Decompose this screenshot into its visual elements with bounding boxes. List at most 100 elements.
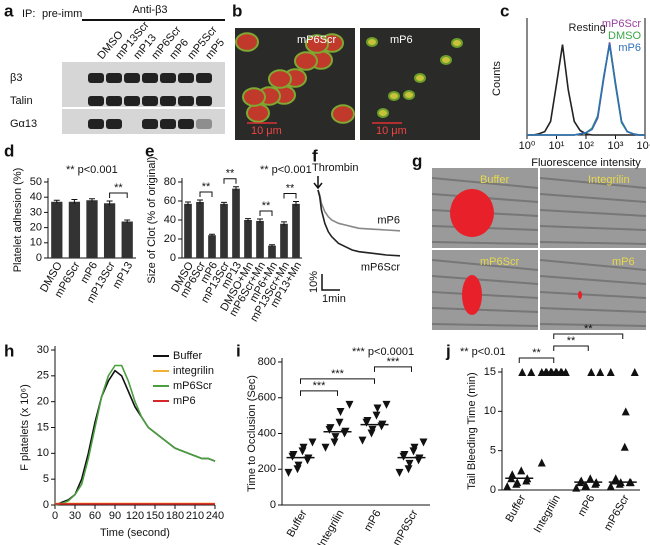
error-bar — [185, 201, 191, 206]
y-tick-label: 10 — [37, 447, 49, 459]
cell — [451, 38, 463, 48]
bar — [68, 201, 81, 258]
band — [88, 96, 104, 106]
data-point — [606, 368, 615, 376]
bar — [256, 220, 264, 258]
significance-bracket — [300, 390, 338, 396]
series-label: mP6Scr — [361, 262, 400, 274]
cell — [440, 55, 452, 65]
y-tick-label: 60 — [164, 195, 176, 207]
vessel-texture — [431, 275, 539, 285]
series-line — [527, 44, 645, 136]
vessel-texture — [431, 323, 539, 327]
band — [106, 73, 122, 83]
panel-letter: g — [412, 151, 422, 170]
ip-label: IP: — [22, 8, 35, 20]
panel-letter: c — [500, 1, 509, 20]
cell — [294, 51, 318, 71]
series-line — [527, 42, 645, 136]
panel-letter: b — [232, 1, 242, 20]
data-point — [410, 443, 419, 452]
x-tick-label: 10⁴ — [637, 140, 650, 152]
annotation: ** p<0.001 — [260, 164, 312, 176]
annotation: Thrombin — [312, 162, 358, 174]
band — [178, 73, 194, 83]
significance-label: ** — [532, 347, 541, 359]
micrograph — [540, 250, 646, 330]
band — [106, 119, 122, 129]
y-axis-label: Platelet adhesion (%) — [12, 168, 24, 273]
cell — [242, 87, 266, 107]
y-tick-label: 15 — [37, 421, 49, 433]
y-axis-label: Time to Occlusion (Sec) — [246, 375, 258, 492]
data-point — [620, 442, 629, 451]
cell — [305, 34, 329, 54]
band — [124, 96, 140, 106]
vessel-texture — [431, 259, 539, 271]
data-point — [415, 454, 424, 463]
thrombus — [578, 291, 582, 299]
x-tick-label: 60 — [89, 510, 101, 522]
y-tick-label: 20 — [30, 222, 42, 234]
error-bar — [257, 218, 263, 223]
data-point — [577, 476, 586, 485]
bar — [121, 221, 133, 258]
x-axis-label: Fluorescence intensity — [531, 157, 641, 169]
y-tick-label: 10 — [30, 237, 42, 249]
panel-letter: a — [4, 1, 14, 20]
significance-bracket — [283, 192, 297, 199]
band — [196, 96, 212, 106]
significance-label: ** — [226, 168, 235, 180]
arrow — [313, 176, 323, 190]
image-label: mP6Scr — [297, 34, 336, 46]
x-tick-label: Buffer — [503, 493, 528, 525]
x-tick-label: 240 — [206, 510, 224, 522]
y-tick-label: 0 — [36, 252, 42, 264]
y-tick-label: 20 — [164, 233, 176, 245]
significance-bracket — [223, 178, 237, 184]
significance-bracket — [300, 378, 375, 384]
bar — [184, 203, 192, 258]
error-bar — [124, 219, 131, 224]
band — [88, 73, 104, 83]
cell — [235, 32, 259, 52]
significance-label: ** — [567, 335, 576, 347]
panel-letter: f — [312, 146, 318, 165]
data-point — [400, 450, 409, 459]
series-line — [317, 189, 401, 232]
ip-label: pre-imm — [42, 8, 82, 20]
x-tick-label: mP6 — [576, 493, 598, 519]
data-point — [395, 468, 404, 477]
x-tick-label: Integrilin — [532, 493, 563, 535]
annotation: *** p<0.0001 — [352, 346, 414, 358]
band — [142, 96, 158, 106]
vessel-texture — [539, 177, 647, 189]
y-tick-label: 40 — [30, 191, 42, 203]
legend-label: integrilin — [173, 365, 214, 377]
error-bar — [221, 201, 227, 206]
significance-bracket — [259, 210, 273, 217]
x-tick-label: 10³ — [608, 140, 624, 152]
error-bar — [269, 244, 275, 247]
cell — [246, 103, 270, 123]
x-tick-label: mP6Scr — [391, 508, 421, 545]
micrograph — [540, 168, 646, 248]
y-tick-label: 200 — [258, 463, 276, 475]
error-bar — [53, 199, 60, 204]
data-point — [358, 436, 367, 445]
panel-letter: h — [4, 341, 14, 360]
band — [142, 119, 158, 129]
data-point — [304, 454, 313, 463]
data-point — [404, 465, 413, 474]
bar — [280, 223, 288, 258]
data-point — [294, 461, 303, 470]
data-point — [517, 466, 526, 475]
data-point — [582, 482, 591, 491]
data-point — [330, 438, 339, 447]
thrombus — [462, 275, 482, 315]
y-axis-label: F platelets (x 10⁶) — [19, 384, 31, 470]
data-point — [363, 416, 372, 425]
data-point — [572, 483, 581, 492]
significance-bracket — [553, 345, 589, 351]
